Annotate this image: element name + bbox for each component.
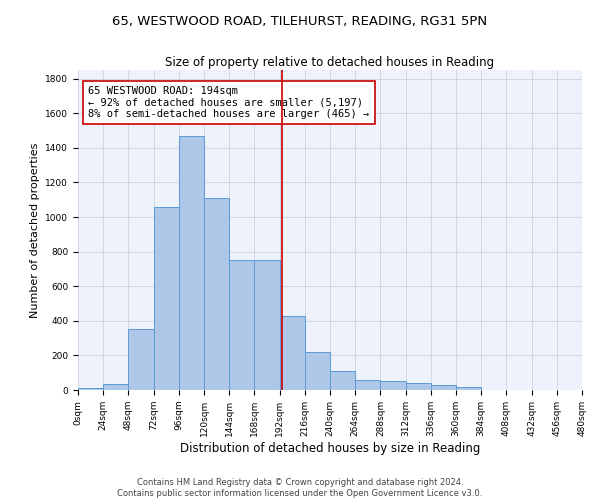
Bar xyxy=(254,260,280,390)
Bar xyxy=(431,385,456,390)
Bar xyxy=(229,260,254,390)
Bar xyxy=(78,388,103,390)
Text: 65, WESTWOOD ROAD, TILEHURST, READING, RG31 5PN: 65, WESTWOOD ROAD, TILEHURST, READING, R… xyxy=(112,15,488,28)
Bar xyxy=(456,386,481,390)
Bar xyxy=(330,371,355,390)
Text: 65 WESTWOOD ROAD: 194sqm
← 92% of detached houses are smaller (5,197)
8% of semi: 65 WESTWOOD ROAD: 194sqm ← 92% of detach… xyxy=(88,86,370,119)
X-axis label: Distribution of detached houses by size in Reading: Distribution of detached houses by size … xyxy=(180,442,480,454)
Bar xyxy=(355,380,380,390)
Bar xyxy=(406,383,431,390)
Bar xyxy=(179,136,204,390)
Bar xyxy=(305,352,330,390)
Bar xyxy=(103,384,128,390)
Y-axis label: Number of detached properties: Number of detached properties xyxy=(30,142,40,318)
Title: Size of property relative to detached houses in Reading: Size of property relative to detached ho… xyxy=(166,56,494,69)
Bar xyxy=(280,316,305,390)
Bar xyxy=(154,206,179,390)
Bar xyxy=(204,198,229,390)
Text: Contains HM Land Registry data © Crown copyright and database right 2024.
Contai: Contains HM Land Registry data © Crown c… xyxy=(118,478,482,498)
Bar xyxy=(128,330,154,390)
Bar xyxy=(380,382,406,390)
